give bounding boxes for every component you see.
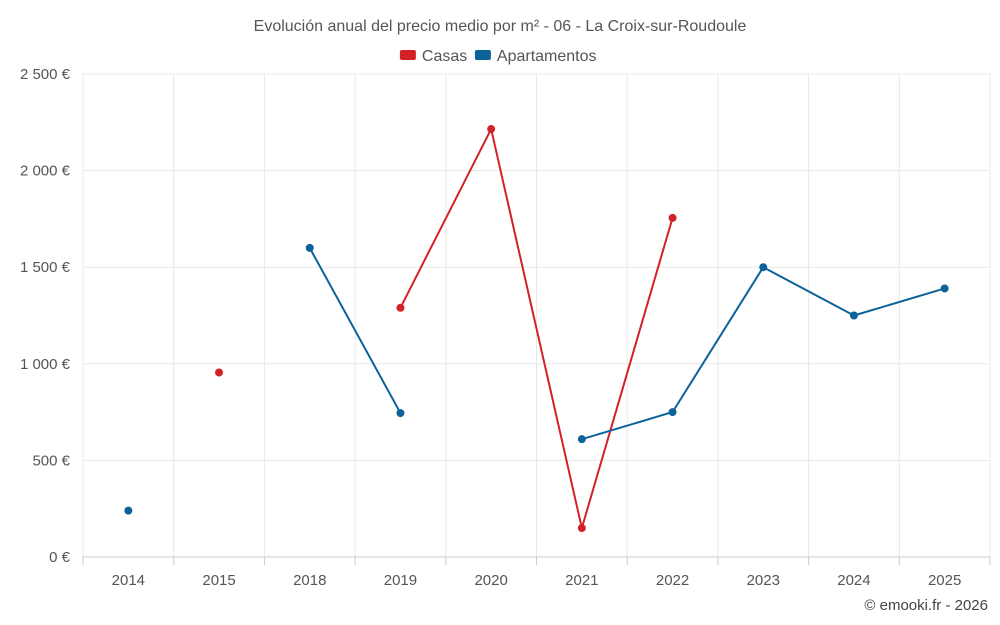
legend-label-apartamentos: Apartamentos (497, 48, 597, 65)
credit-text: © emooki.fr - 2026 (864, 597, 988, 614)
apartamentos-point-2021 (577, 435, 586, 444)
apartamentos-point-2023 (759, 263, 768, 272)
x-tick-label-2022: 2022 (656, 572, 689, 589)
x-tick-label-2025: 2025 (928, 572, 961, 589)
data-series (124, 125, 949, 533)
legend-item-apartamentos[interactable]: Apartamentos (474, 48, 597, 65)
apartamentos-point-2019 (396, 409, 405, 418)
legend-item-casas[interactable]: Casas (399, 48, 467, 65)
y-tick-label-500: 500 € (32, 452, 70, 469)
series-casas (215, 125, 677, 533)
casas-point-2015 (215, 368, 224, 377)
y-tick-label-1000: 1 000 € (20, 356, 71, 373)
x-tick-label-2015: 2015 (202, 572, 235, 589)
apartamentos-point-2022 (668, 408, 677, 417)
x-tick-label-2020: 2020 (474, 572, 507, 589)
casas-line (399, 128, 674, 530)
casas-point-2020 (487, 125, 496, 134)
casas-point-2021 (577, 524, 586, 533)
x-tick-label-2021: 2021 (565, 572, 598, 589)
casas-point-2022 (668, 213, 677, 222)
chart-legend: Casas Apartamentos (399, 48, 597, 65)
series-apartamentos (124, 243, 949, 515)
x-tick-label-2019: 2019 (384, 572, 417, 589)
y-tick-label-1500: 1 500 € (20, 259, 71, 276)
casas-point-2019 (396, 303, 405, 312)
legend-label-casas: Casas (422, 48, 467, 65)
x-tick-label-2014: 2014 (112, 572, 145, 589)
legend-swatch-apartamentos (474, 50, 491, 60)
apartamentos-line (581, 266, 945, 441)
apartamentos-line (308, 247, 402, 414)
x-tick-label-2023: 2023 (747, 572, 780, 589)
legend-swatch-casas (399, 50, 416, 60)
apartamentos-point-2014 (124, 506, 133, 515)
apartamentos-point-2024 (849, 311, 858, 320)
x-tick-label-2018: 2018 (293, 572, 326, 589)
chart-title: Evolución anual del precio medio por m² … (254, 18, 747, 35)
x-axis: 2014 2015 2018 2019 2020 2021 2022 2023 2024 2025 (82, 557, 991, 589)
y-tick-label-2500: 2 500 € (20, 66, 71, 83)
apartamentos-point-2025 (940, 284, 949, 293)
y-tick-label-0: 0 € (49, 549, 71, 566)
x-tick-label-2024: 2024 (837, 572, 870, 589)
y-axis: 0 € 500 € 1 000 € 1 500 € 2 000 € 2 500 € (20, 66, 71, 566)
y-tick-label-2000: 2 000 € (20, 163, 71, 180)
apartamentos-point-2018 (305, 243, 314, 252)
